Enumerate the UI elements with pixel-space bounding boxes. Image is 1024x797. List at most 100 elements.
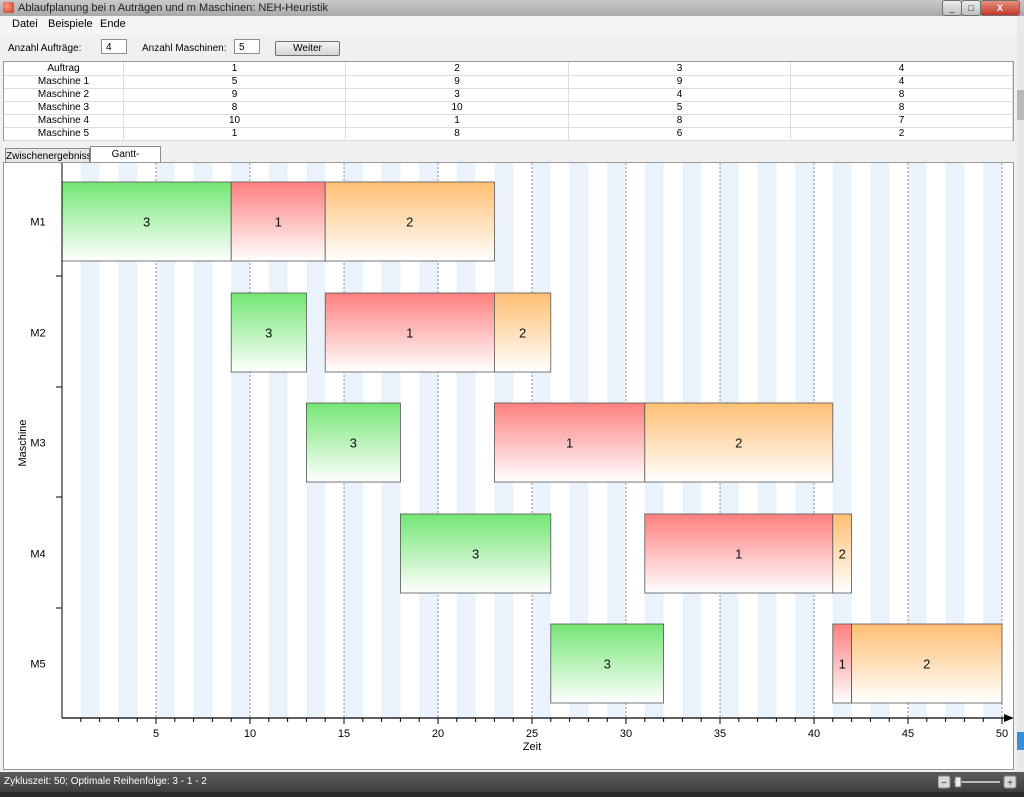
table-header-cell[interactable]: 4 bbox=[791, 62, 1013, 75]
x-tick-label: 50 bbox=[996, 728, 1008, 740]
task-bar bbox=[550, 623, 664, 704]
status-bar: Zykluszeit: 50; Optimale Reihenfolge: 3 … bbox=[0, 772, 1024, 792]
x-tick-label: 40 bbox=[808, 728, 820, 740]
zoom-slider[interactable]: − + bbox=[938, 775, 1018, 789]
x-tick-label: 30 bbox=[620, 728, 632, 740]
maximize-button[interactable]: □ bbox=[961, 0, 981, 16]
task-bar bbox=[493, 402, 646, 483]
task-bar bbox=[851, 623, 1003, 704]
table-cell[interactable]: 5 bbox=[124, 75, 346, 88]
table-header-cell[interactable]: Auftrag bbox=[4, 62, 124, 75]
next-button[interactable]: Weiter bbox=[275, 41, 340, 56]
task-bar bbox=[832, 513, 852, 594]
svg-text:−: − bbox=[941, 778, 947, 789]
grid-band bbox=[118, 163, 138, 718]
menu-ende[interactable]: Ende bbox=[100, 18, 126, 30]
table-header-cell[interactable]: 1 bbox=[124, 62, 346, 75]
table-cell[interactable]: 7 bbox=[791, 114, 1013, 127]
machine-label: M1 bbox=[30, 217, 45, 229]
task-label: 1 bbox=[566, 436, 573, 451]
table-cell[interactable]: Maschine 4 bbox=[4, 114, 124, 127]
task-bar bbox=[399, 513, 552, 594]
y-axis-label: Maschine bbox=[17, 419, 29, 466]
table-cell[interactable]: 8 bbox=[791, 101, 1013, 114]
table-header-cell[interactable]: 3 bbox=[569, 62, 791, 75]
task-label: 2 bbox=[839, 547, 846, 562]
table-cell[interactable]: 2 bbox=[791, 127, 1013, 140]
menu-datei[interactable]: Datei bbox=[12, 18, 38, 30]
table-header-cell[interactable]: 2 bbox=[346, 62, 569, 75]
task-label: 3 bbox=[604, 657, 611, 672]
table-cell[interactable]: 3 bbox=[346, 88, 569, 101]
table-cell[interactable]: Maschine 1 bbox=[4, 75, 124, 88]
tab-zwischenergebnisse[interactable]: Zwischenergebnisse bbox=[5, 148, 97, 163]
task-bar bbox=[493, 292, 552, 373]
table-cell[interactable]: 4 bbox=[791, 75, 1013, 88]
grid-band bbox=[983, 163, 1002, 718]
grid-band bbox=[908, 163, 927, 718]
table-cell[interactable]: Maschine 3 bbox=[4, 101, 124, 114]
task-label: 1 bbox=[735, 547, 742, 562]
task-label: 2 bbox=[519, 326, 526, 341]
table-cell[interactable]: 10 bbox=[124, 114, 346, 127]
table-cell[interactable]: 8 bbox=[346, 127, 569, 140]
table-cell[interactable]: 8 bbox=[791, 88, 1013, 101]
task-label: 3 bbox=[472, 547, 479, 562]
table-cell[interactable]: 1 bbox=[124, 127, 346, 140]
task-label: 2 bbox=[923, 657, 930, 672]
close-button[interactable]: X bbox=[980, 0, 1020, 16]
table-header-row: Auftrag 1 2 3 4 bbox=[4, 62, 1013, 76]
table-cell[interactable]: 9 bbox=[569, 75, 791, 88]
table-cell[interactable]: 8 bbox=[124, 101, 346, 114]
task-label: 3 bbox=[265, 326, 272, 341]
grid-band bbox=[945, 163, 965, 718]
table-cell[interactable]: 5 bbox=[569, 101, 791, 114]
taskbar bbox=[0, 792, 1024, 797]
table-cell[interactable]: 8 bbox=[569, 114, 791, 127]
task-label: 3 bbox=[350, 436, 357, 451]
table-cell[interactable]: 9 bbox=[346, 75, 569, 88]
x-tick-label: 45 bbox=[902, 728, 914, 740]
gantt-panel: 3 1 2 3 1 2 3 1 2 3 1 2 3 1 2 5 10 15 20 25 30 35 40 45 50 M1 M2 M… bbox=[3, 162, 1014, 770]
task-bar bbox=[230, 292, 307, 373]
menu-beispiele[interactable]: Beispiele bbox=[48, 18, 93, 30]
table-cell[interactable]: 9 bbox=[124, 88, 346, 101]
x-tick-label: 20 bbox=[432, 728, 444, 740]
scrollbar-thumb[interactable] bbox=[1017, 90, 1024, 120]
table-cell[interactable]: 4 bbox=[569, 88, 791, 101]
machines-label: Anzahl Maschinen: bbox=[142, 43, 227, 54]
grid-band bbox=[193, 163, 213, 718]
x-tick-label: 15 bbox=[338, 728, 350, 740]
window-title: Ablaufplanung bei n Auträgen und m Masch… bbox=[18, 2, 329, 14]
machine-label: M3 bbox=[30, 438, 45, 450]
vertical-scrollbar[interactable] bbox=[1017, 16, 1024, 772]
x-axis-arrow bbox=[1004, 714, 1013, 722]
x-axis-label: Zeit bbox=[523, 741, 541, 753]
status-text: Zykluszeit: 50; Optimale Reihenfolge: 3 … bbox=[4, 776, 207, 787]
table-cell[interactable]: 1 bbox=[346, 114, 569, 127]
app-icon bbox=[3, 2, 14, 13]
orders-label: Anzahl Aufträge: bbox=[8, 43, 82, 54]
x-tick-label: 10 bbox=[244, 728, 256, 740]
table-cell[interactable]: 10 bbox=[346, 101, 569, 114]
minimize-button[interactable]: _ bbox=[942, 0, 962, 16]
menu-bar: Datei Beispiele Ende bbox=[0, 16, 1024, 34]
table-cell[interactable]: Maschine 5 bbox=[4, 127, 124, 140]
task-label: 2 bbox=[406, 215, 413, 230]
task-bar bbox=[61, 181, 232, 262]
machines-input[interactable]: 5 bbox=[234, 39, 260, 54]
task-label: 1 bbox=[275, 215, 282, 230]
table-cell[interactable]: Maschine 2 bbox=[4, 88, 124, 101]
tab-gantt-diagramm[interactable]: Gantt-Diagramm bbox=[90, 146, 161, 175]
gantt-chart: 3 1 2 3 1 2 3 1 2 3 1 2 3 1 2 5 10 15 20 25 30 35 40 45 50 M1 M2 M… bbox=[17, 163, 1013, 753]
task-bar bbox=[324, 292, 495, 373]
table-cell[interactable]: 6 bbox=[569, 127, 791, 140]
x-tick-label: 25 bbox=[526, 728, 538, 740]
task-bar bbox=[305, 402, 401, 483]
orders-input[interactable]: 4 bbox=[101, 39, 127, 54]
task-bar bbox=[324, 181, 495, 262]
task-bar bbox=[644, 402, 834, 483]
